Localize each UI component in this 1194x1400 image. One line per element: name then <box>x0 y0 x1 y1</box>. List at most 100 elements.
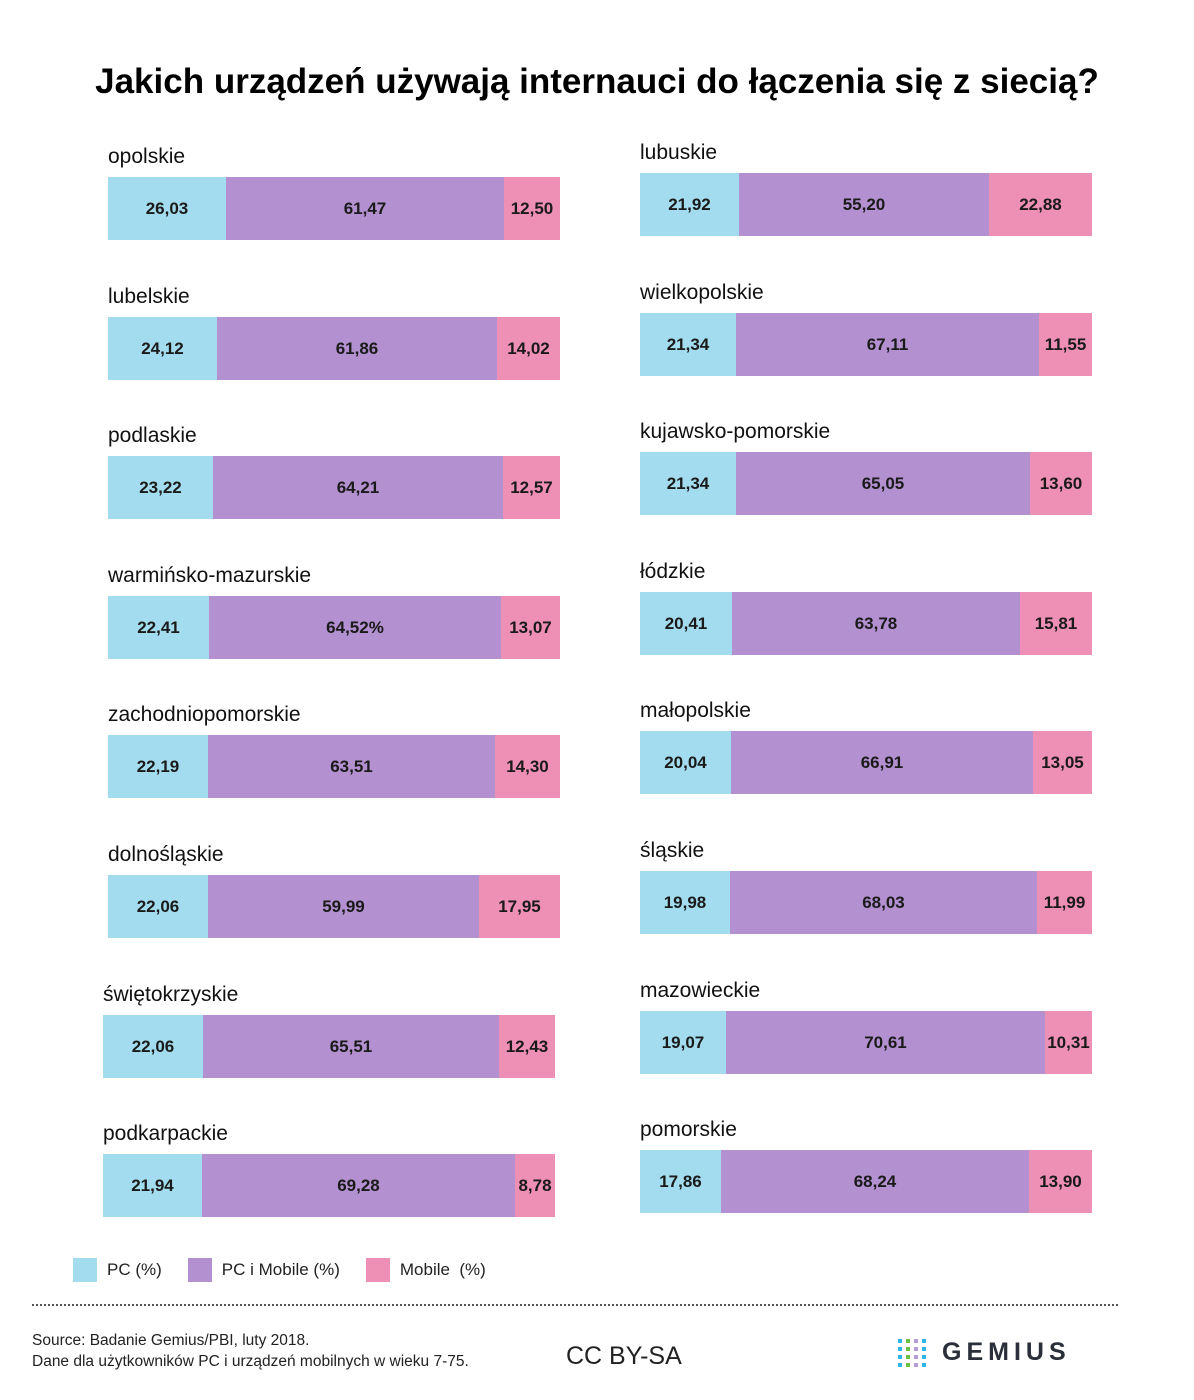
logo-dot <box>914 1338 918 1343</box>
data-label: 68,24 <box>853 1171 897 1191</box>
data-label: 59,99 <box>322 896 365 916</box>
data-label: 66,91 <box>860 752 904 772</box>
bar-segment-mobile: 17,95 <box>479 875 560 938</box>
data-label: 22,06 <box>131 1036 175 1056</box>
bar-segment-pc-mobile: 59,99 <box>208 875 479 938</box>
stacked-bar: 22,19 63,51 14,30 <box>108 735 560 798</box>
data-label: 19,07 <box>661 1032 705 1052</box>
stacked-bar: 21,92 55,20 22,88 <box>640 173 1092 236</box>
bar-segment-pc: 22,06 <box>108 875 208 938</box>
data-label: 68,03 <box>862 892 905 912</box>
bar-segment-pc-mobile: 68,03 <box>730 871 1037 934</box>
logo-dot <box>898 1346 902 1351</box>
stacked-bar: 21,94 69,28 8,78 <box>103 1154 555 1217</box>
data-label: 17,95 <box>498 896 541 916</box>
data-label: 21,34 <box>666 473 710 493</box>
region-label: zachodniopomorskie <box>108 703 301 726</box>
bar-segment-mobile: 13,07 <box>501 596 560 659</box>
stacked-bar: 22,41 64,52% 13,07 <box>108 596 560 659</box>
bar-segment-pc: 21,34 <box>640 452 736 515</box>
data-label: 61,86 <box>335 338 379 358</box>
region-bar-group: pomorskie 17,86 68,24 13,90 <box>640 1118 1092 1214</box>
chart-title: Jakich urządzeń używają internauci do łą… <box>95 62 1099 101</box>
legend-item-pc-mobile: PC i Mobile (%) <box>187 1258 340 1282</box>
data-label: 22,41 <box>137 617 180 637</box>
data-label: 11,99 <box>1043 892 1086 912</box>
footer-divider <box>32 1304 1118 1306</box>
bar-segment-pc-mobile: 67,11 <box>736 313 1039 376</box>
stacked-bar: 21,34 67,11 11,55 <box>640 313 1092 376</box>
data-label: 67,11 <box>866 334 909 354</box>
legend-swatch-mobile <box>365 1258 390 1282</box>
legend-label-pc-mobile: PC i Mobile (%) <box>221 1260 340 1279</box>
region-bar-group: świętokrzyskie 22,06 65,51 12,43 <box>103 983 555 1079</box>
region-label: śląskie <box>640 839 705 862</box>
data-label: 23,22 <box>139 477 182 497</box>
region-label: mazowieckie <box>640 979 761 1002</box>
data-label: 12,50 <box>510 198 554 218</box>
bar-segment-mobile: 13,05 <box>1033 731 1092 794</box>
region-label: kujawsko-pomorskie <box>640 420 831 443</box>
data-label: 26,03 <box>145 198 189 218</box>
stacked-bar: 20,41 63,78 15,81 <box>640 592 1092 655</box>
bar-segment-pc: 20,41 <box>640 592 732 655</box>
logo-dot <box>898 1354 902 1359</box>
region-bar-group: podkarpackie 21,94 69,28 8,78 <box>103 1122 555 1218</box>
bar-segment-pc: 20,04 <box>640 731 731 794</box>
region-bar-group: wielkopolskie 21,34 67,11 11,55 <box>640 281 1092 377</box>
logo-dot <box>922 1362 926 1367</box>
bar-segment-pc: 21,94 <box>103 1154 202 1217</box>
data-label: 14,30 <box>506 756 549 776</box>
bar-segment-pc-mobile: 65,05 <box>736 452 1030 515</box>
legend: PC (%) PC i Mobile (%) Mobile (%) <box>73 1258 512 1282</box>
data-label: 22,19 <box>136 756 180 776</box>
bar-segment-mobile: 10,31 <box>1045 1011 1092 1074</box>
region-label: małopolskie <box>640 699 751 722</box>
data-label: 65,05 <box>861 473 905 493</box>
bar-segment-mobile: 22,88 <box>989 173 1092 236</box>
legend-swatch-pc-mobile <box>187 1258 212 1282</box>
data-label: 69,28 <box>337 1175 380 1195</box>
sample-note-line: Dane dla użytkowników PC i urządzeń mobi… <box>32 1353 469 1370</box>
data-label: 13,05 <box>1041 752 1084 772</box>
logo-dot <box>906 1346 910 1351</box>
legend-swatch-pc <box>73 1258 97 1282</box>
legend-label-pc: PC (%) <box>107 1260 162 1279</box>
region-bar-group: dolnośląskie 22,06 59,99 17,95 <box>108 843 560 939</box>
legend-label-mobile: Mobile (%) <box>399 1260 486 1279</box>
license-label: CC BY-SA <box>566 1342 682 1370</box>
region-bar-group: lubelskie 24,12 61,86 14,02 <box>108 285 560 381</box>
logo-dot <box>906 1362 910 1367</box>
data-label: 22,88 <box>1019 194 1062 214</box>
bar-segment-pc: 22,41 <box>108 596 209 659</box>
gemius-dots-icon <box>898 1338 926 1367</box>
brand-name: GEMIUS <box>942 1338 1071 1366</box>
data-label: 13,07 <box>509 617 552 637</box>
region-label: wielkopolskie <box>640 281 764 304</box>
region-bar-group: warmińsko-mazurskie 22,41 64,52% 13,07 <box>108 564 560 660</box>
bar-segment-pc: 26,03 <box>108 177 226 240</box>
region-bar-group: kujawsko-pomorskie 21,34 65,05 13,60 <box>640 420 1092 516</box>
bar-segment-pc-mobile: 70,61 <box>726 1011 1045 1074</box>
data-label: 65,51 <box>329 1036 373 1056</box>
logo-dot <box>898 1362 902 1367</box>
logo-dot <box>922 1354 926 1359</box>
region-label: łódzkie <box>640 560 706 583</box>
region-bar-group: mazowieckie 19,07 70,61 10,31 <box>640 979 1092 1075</box>
data-label: 20,41 <box>664 613 708 633</box>
bar-segment-pc: 22,19 <box>108 735 208 798</box>
bar-segment-pc: 24,12 <box>108 317 217 380</box>
bar-segment-pc: 23,22 <box>108 456 213 519</box>
bar-segment-mobile: 11,99 <box>1037 871 1092 934</box>
data-label: 12,43 <box>505 1036 549 1056</box>
bar-segment-pc-mobile: 69,28 <box>202 1154 515 1217</box>
bar-segment-pc: 17,86 <box>640 1150 721 1213</box>
bar-segment-pc-mobile: 64,52% <box>209 596 501 659</box>
logo-dot <box>906 1338 910 1343</box>
bar-segment-pc: 19,98 <box>640 871 730 934</box>
bar-segment-pc-mobile: 66,91 <box>731 731 1033 794</box>
region-label: dolnośląskie <box>108 843 224 866</box>
legend-item-pc: PC (%) <box>73 1258 162 1282</box>
region-label: warmińsko-mazurskie <box>108 564 312 587</box>
bar-segment-pc-mobile: 64,21 <box>213 456 503 519</box>
